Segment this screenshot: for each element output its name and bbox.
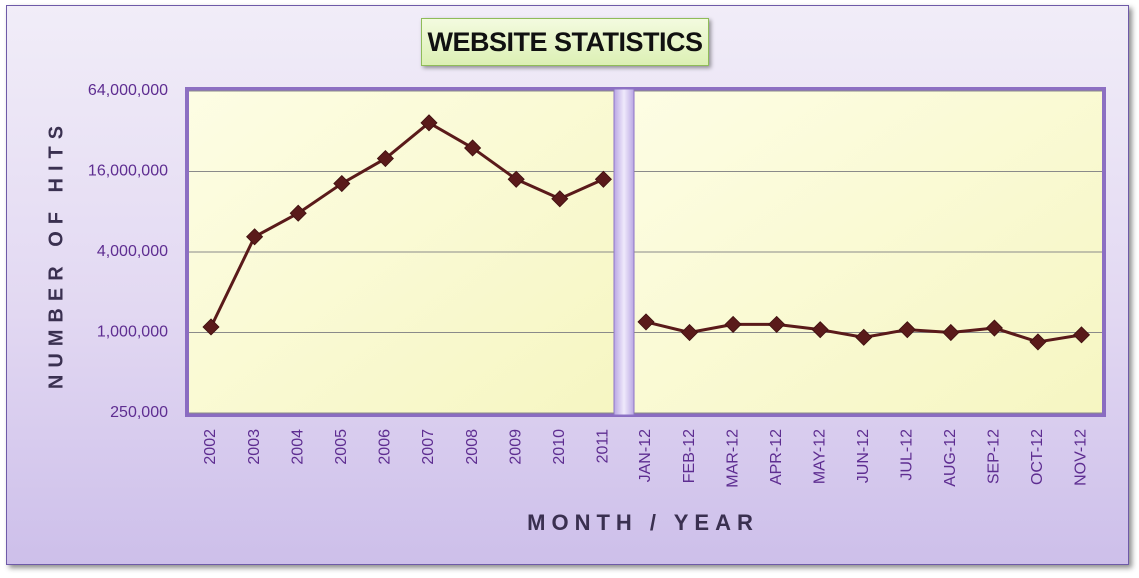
x-tick-label: 2006 (377, 429, 394, 465)
x-tick-label: NOV-12 (1073, 429, 1090, 486)
data-point (942, 323, 960, 342)
y-axis-title: NUMBER OF HITS (45, 119, 67, 389)
data-point (985, 319, 1003, 337)
x-tick-label: JUL-12 (899, 429, 916, 481)
y-tick-label: 64,000,000 (88, 82, 168, 99)
y-tick-label: 250,000 (110, 404, 168, 421)
x-tick-label: OCT-12 (1029, 429, 1046, 485)
plot-border (185, 87, 1106, 417)
x-tick-label: 2004 (289, 429, 306, 465)
data-point (507, 170, 525, 188)
data-point (898, 321, 916, 339)
data-point (768, 315, 786, 333)
data-point (289, 204, 307, 222)
data-point (202, 318, 220, 336)
data-point (811, 321, 829, 339)
data-point (855, 328, 873, 346)
data-point (246, 228, 264, 246)
x-tick-label: MAY-12 (811, 429, 828, 484)
chart-title: WEBSITE STATISTICS (427, 26, 703, 57)
x-tick-label: SEP-12 (986, 429, 1003, 484)
x-tick-label: APR-12 (768, 429, 785, 485)
x-tick-label: 2009 (507, 429, 524, 465)
data-point (1029, 333, 1047, 351)
x-axis-title: MONTH / YEAR (527, 510, 759, 535)
x-tick-label: AUG-12 (942, 429, 959, 487)
data-point (637, 313, 655, 331)
data-point (680, 323, 699, 342)
x-tick-label: 2010 (551, 429, 568, 465)
x-tick-label: 2003 (246, 429, 263, 465)
x-tick-label: 2007 (420, 429, 437, 465)
chart-title-box: WEBSITE STATISTICS (421, 18, 709, 66)
y-tick-label: 1,000,000 (97, 324, 168, 341)
data-point (420, 114, 438, 132)
data-point (333, 174, 351, 193)
data-point (1072, 326, 1091, 344)
gridlines (189, 90, 1102, 414)
x-tick-label: 2008 (464, 429, 481, 465)
panel-separator (613, 88, 635, 416)
x-tick-label: MAR-12 (724, 429, 741, 488)
x-tick-label: 2005 (333, 429, 350, 465)
y-axis-ticks: 250,000 1,000,000 4,000,000 16,000,000 64,00… (88, 82, 168, 421)
x-tick-label: JUN-12 (855, 429, 872, 483)
x-tick-label: 2002 (202, 429, 219, 465)
x-axis-ticks: 2002 2003 2004 2005 2006 2007 2008 2009 2010 2011… (202, 429, 1090, 488)
data-point (551, 190, 569, 208)
y-tick-label: 16,000,000 (88, 163, 168, 180)
data-point (376, 149, 394, 168)
series-markers (202, 114, 1091, 351)
data-point (594, 170, 612, 188)
series-line-1 (209, 121, 605, 328)
data-point (724, 315, 742, 333)
x-tick-label: 2011 (595, 429, 612, 464)
y-tick-label: 4,000,000 (97, 243, 168, 260)
x-tick-label: FEB-12 (681, 429, 698, 483)
data-point (464, 139, 482, 157)
x-tick-label: JAN-12 (637, 429, 654, 482)
